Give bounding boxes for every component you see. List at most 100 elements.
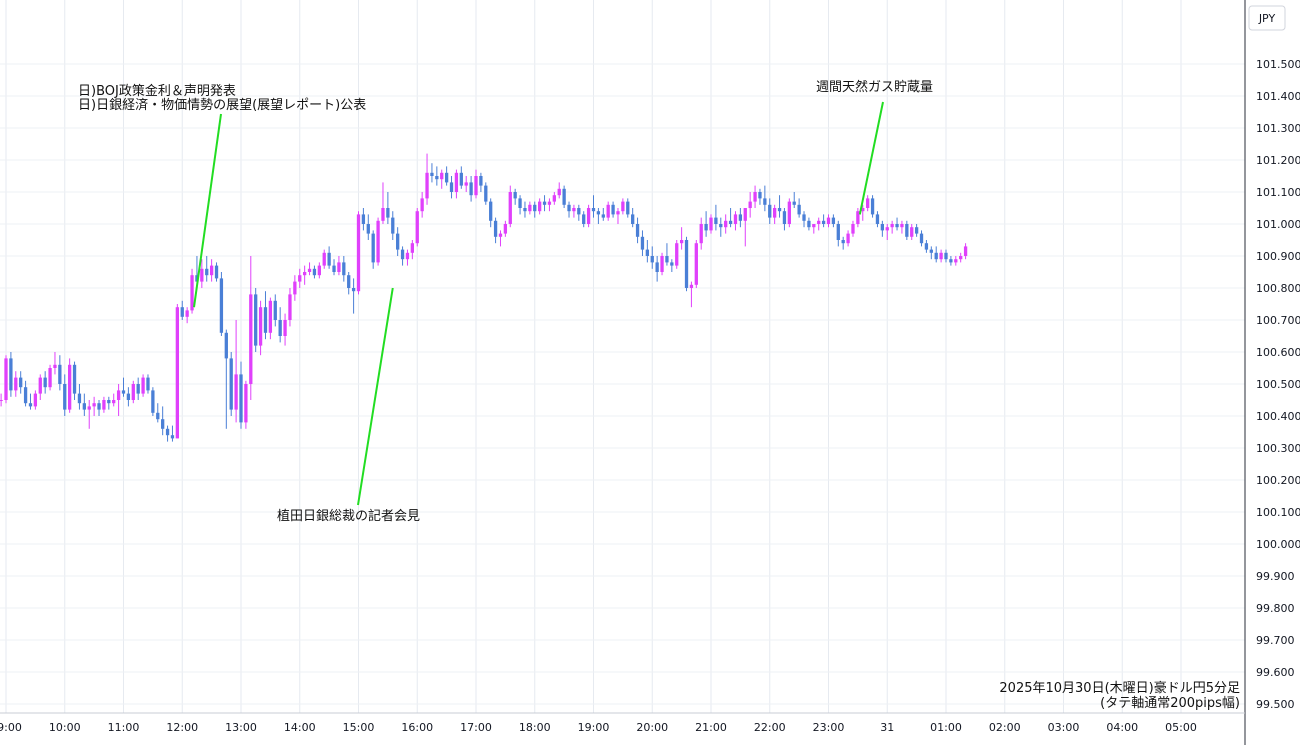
candle-body <box>107 400 111 404</box>
candle-body <box>381 208 385 221</box>
candle <box>430 163 434 183</box>
candle <box>606 201 610 221</box>
candle <box>9 352 13 397</box>
candle-body <box>645 249 650 256</box>
candle <box>116 384 121 416</box>
candle <box>102 396 106 413</box>
candle-body <box>616 211 620 215</box>
candle-body <box>557 188 561 196</box>
candle <box>405 249 410 266</box>
candle <box>694 240 698 288</box>
candle <box>772 204 777 224</box>
candle-body <box>234 374 238 410</box>
candle <box>836 220 840 247</box>
currency-label-frame <box>1248 5 1286 31</box>
candle-body <box>4 358 8 400</box>
candle-body <box>914 227 919 234</box>
candle-body <box>626 201 630 215</box>
price-tick-label: 100.600 <box>1256 346 1300 359</box>
candle-body <box>792 201 796 205</box>
candle-body <box>156 412 160 420</box>
candle-body <box>704 224 708 231</box>
candle <box>503 220 508 237</box>
candle-body <box>714 217 718 224</box>
candle <box>454 169 459 199</box>
candle-body <box>58 364 62 384</box>
candle <box>552 192 556 205</box>
candle-body <box>337 262 341 272</box>
candle <box>518 195 522 215</box>
candle <box>601 208 605 221</box>
candle-body <box>454 172 459 192</box>
candle-body <box>200 268 204 282</box>
candle <box>699 217 703 250</box>
candle <box>371 230 375 269</box>
candle <box>498 230 503 247</box>
candle-body <box>415 211 419 244</box>
candle <box>400 246 405 266</box>
time-tick-label: 15:00 <box>343 721 375 734</box>
candle <box>542 195 547 212</box>
candle <box>376 217 380 266</box>
candle <box>425 153 429 205</box>
candle <box>381 182 385 224</box>
candle-body <box>82 403 86 410</box>
candle-body <box>77 393 82 404</box>
time-tick-label: 02:00 <box>989 721 1021 734</box>
candle <box>307 262 312 276</box>
candle-body <box>709 217 713 231</box>
candle <box>33 390 38 410</box>
candle-body <box>635 224 640 237</box>
candle <box>924 240 929 253</box>
candle <box>151 387 155 416</box>
candle-body <box>449 182 454 192</box>
candle-body <box>959 256 963 260</box>
candle <box>611 201 615 218</box>
candle-body <box>949 259 953 263</box>
candle <box>626 198 630 218</box>
candle <box>332 259 336 276</box>
candle-body <box>239 374 243 423</box>
candle <box>665 243 669 266</box>
candle-body <box>307 268 312 272</box>
candle <box>347 272 351 295</box>
candle-body <box>175 307 180 439</box>
candle-body <box>43 377 47 388</box>
candle-body <box>14 377 18 391</box>
candle <box>200 259 204 288</box>
candle-body <box>410 243 415 253</box>
candle <box>523 201 527 218</box>
price-tick-label: 100.800 <box>1256 282 1300 295</box>
candle-body <box>366 224 370 234</box>
candle-body <box>905 224 909 237</box>
candle-body <box>518 198 522 208</box>
candle <box>386 192 390 224</box>
candle-body <box>116 390 121 400</box>
candle <box>337 256 341 276</box>
price-tick-label: 99.800 <box>1256 602 1295 615</box>
candle-body <box>885 227 889 231</box>
candle-body <box>537 201 542 212</box>
candle-body <box>97 403 101 410</box>
currency-label-box[interactable]: JPY <box>1248 5 1286 31</box>
candle <box>831 214 836 228</box>
candle-body <box>866 198 870 208</box>
candle-body <box>405 252 410 260</box>
candle <box>758 188 762 205</box>
time-tick-label: 20:00 <box>636 721 668 734</box>
candle <box>645 240 650 263</box>
candle-body <box>161 419 165 429</box>
candle <box>743 208 747 247</box>
time-tick-label: 23:00 <box>813 721 845 734</box>
candle <box>361 208 366 231</box>
candle-body <box>846 233 850 244</box>
candle-body <box>900 224 904 228</box>
candle <box>586 204 591 228</box>
candle <box>175 304 180 439</box>
candle-body <box>807 220 811 228</box>
price-tick-label: 101.200 <box>1256 154 1300 167</box>
candle <box>249 256 253 400</box>
candle-body <box>851 224 855 234</box>
